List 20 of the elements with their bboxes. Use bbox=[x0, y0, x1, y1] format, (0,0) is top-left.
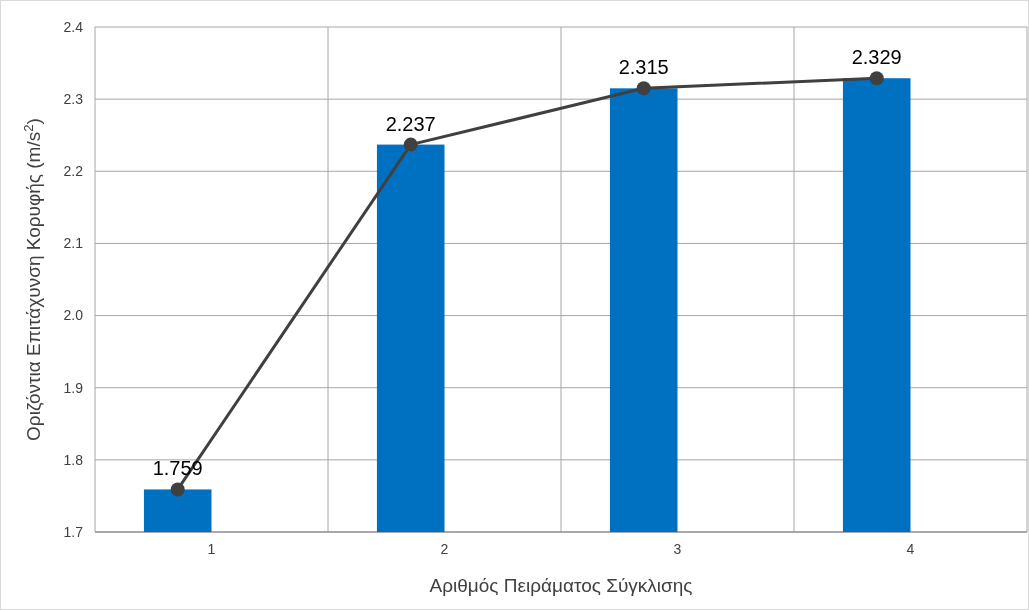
point bbox=[636, 81, 651, 96]
y-tick-label: 2.0 bbox=[63, 307, 84, 324]
x-axis-title: Αριθμός Πειράματος Σύγκλισης bbox=[429, 575, 693, 596]
x-tick-label: 4 bbox=[906, 541, 915, 557]
x-tick-label: 3 bbox=[673, 541, 682, 557]
y-tick-label: 1.9 bbox=[63, 379, 84, 396]
y-tick-label: 1.8 bbox=[63, 451, 84, 468]
data-label: 2.329 bbox=[851, 46, 902, 69]
x-tick-label: 1 bbox=[207, 541, 216, 557]
data-label: 2.315 bbox=[618, 56, 669, 79]
x-tick-label: 2 bbox=[440, 541, 449, 557]
y-tick-label: 1.7 bbox=[63, 523, 84, 540]
point bbox=[869, 71, 884, 86]
y-tick-label: 2.1 bbox=[63, 235, 84, 252]
y-tick-label: 2.2 bbox=[63, 163, 84, 180]
y-tick-label: 2.4 bbox=[63, 18, 84, 35]
y-tick-label: 2.3 bbox=[63, 91, 84, 108]
data-label: 2.237 bbox=[385, 112, 436, 135]
point bbox=[170, 482, 185, 497]
point bbox=[403, 137, 418, 152]
